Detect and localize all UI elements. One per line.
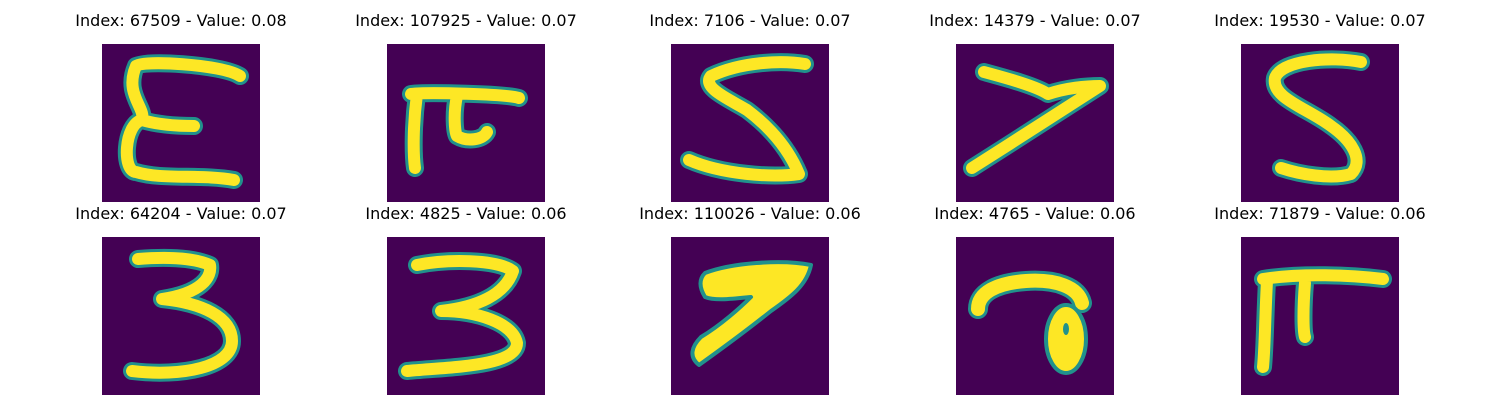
grid-cell: Index: 14379 - Value: 0.07: [929, 11, 1141, 202]
grid-cell: Index: 71879 - Value: 0.06: [1214, 204, 1426, 395]
cell-title: Index: 7106 - Value: 0.07: [649, 11, 851, 30]
cell-title: Index: 107925 - Value: 0.07: [355, 11, 577, 30]
digit-image: [1241, 44, 1399, 202]
cell-title: Index: 67509 - Value: 0.08: [75, 11, 287, 30]
cell-title: Index: 19530 - Value: 0.07: [1214, 11, 1426, 30]
digit-image: [956, 44, 1114, 202]
digit-image: [387, 44, 545, 202]
digit-image: [387, 237, 545, 395]
grid-cell: Index: 7106 - Value: 0.07: [649, 11, 851, 202]
cell-title: Index: 110026 - Value: 0.06: [639, 204, 861, 223]
digit-image: [102, 44, 260, 202]
grid-cell: Index: 4765 - Value: 0.06: [934, 204, 1136, 395]
digit-image: [671, 237, 829, 395]
grid-cell: Index: 64204 - Value: 0.07: [75, 204, 287, 395]
cell-title: Index: 4825 - Value: 0.06: [365, 204, 567, 223]
cell-title: Index: 71879 - Value: 0.06: [1214, 204, 1426, 223]
grid-cell: Index: 19530 - Value: 0.07: [1214, 11, 1426, 202]
digit-image: [956, 237, 1114, 395]
grid-cell: Index: 4825 - Value: 0.06: [365, 204, 567, 395]
digit-image: [671, 44, 829, 202]
cell-title: Index: 64204 - Value: 0.07: [75, 204, 287, 223]
cell-title: Index: 4765 - Value: 0.06: [934, 204, 1136, 223]
grid-cell: Index: 67509 - Value: 0.08: [75, 11, 287, 202]
grid-cell: Index: 110026 - Value: 0.06: [639, 204, 861, 395]
cell-title: Index: 14379 - Value: 0.07: [929, 11, 1141, 30]
digit-image: [1241, 237, 1399, 395]
grid-cell: Index: 107925 - Value: 0.07: [355, 11, 577, 202]
digit-image: [102, 237, 260, 395]
